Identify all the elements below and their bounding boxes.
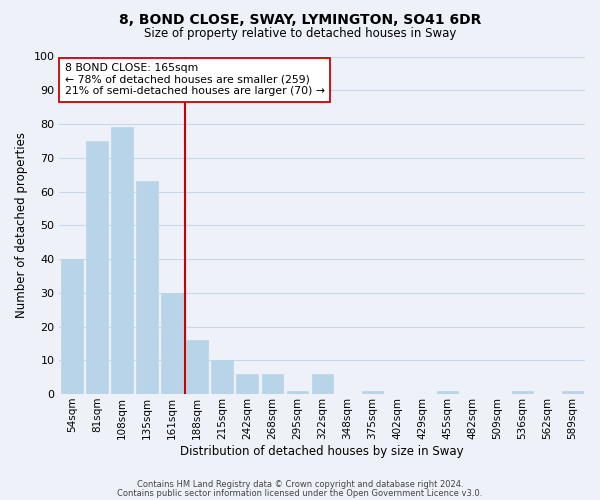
Bar <box>112 128 133 394</box>
Text: Size of property relative to detached houses in Sway: Size of property relative to detached ho… <box>144 28 456 40</box>
Bar <box>512 390 533 394</box>
Bar <box>311 374 333 394</box>
Bar <box>136 182 158 394</box>
Bar <box>211 360 233 394</box>
Bar <box>437 390 458 394</box>
Y-axis label: Number of detached properties: Number of detached properties <box>15 132 28 318</box>
Text: Contains public sector information licensed under the Open Government Licence v3: Contains public sector information licen… <box>118 489 482 498</box>
Text: 8, BOND CLOSE, SWAY, LYMINGTON, SO41 6DR: 8, BOND CLOSE, SWAY, LYMINGTON, SO41 6DR <box>119 12 481 26</box>
Text: Contains HM Land Registry data © Crown copyright and database right 2024.: Contains HM Land Registry data © Crown c… <box>137 480 463 489</box>
Bar <box>187 340 208 394</box>
Bar <box>562 390 583 394</box>
Bar <box>236 374 258 394</box>
Bar <box>362 390 383 394</box>
Text: 8 BOND CLOSE: 165sqm
← 78% of detached houses are smaller (259)
21% of semi-deta: 8 BOND CLOSE: 165sqm ← 78% of detached h… <box>65 64 325 96</box>
Bar <box>86 141 107 394</box>
Bar <box>287 390 308 394</box>
Bar <box>262 374 283 394</box>
X-axis label: Distribution of detached houses by size in Sway: Distribution of detached houses by size … <box>181 444 464 458</box>
Bar <box>61 259 83 394</box>
Bar <box>161 293 182 394</box>
